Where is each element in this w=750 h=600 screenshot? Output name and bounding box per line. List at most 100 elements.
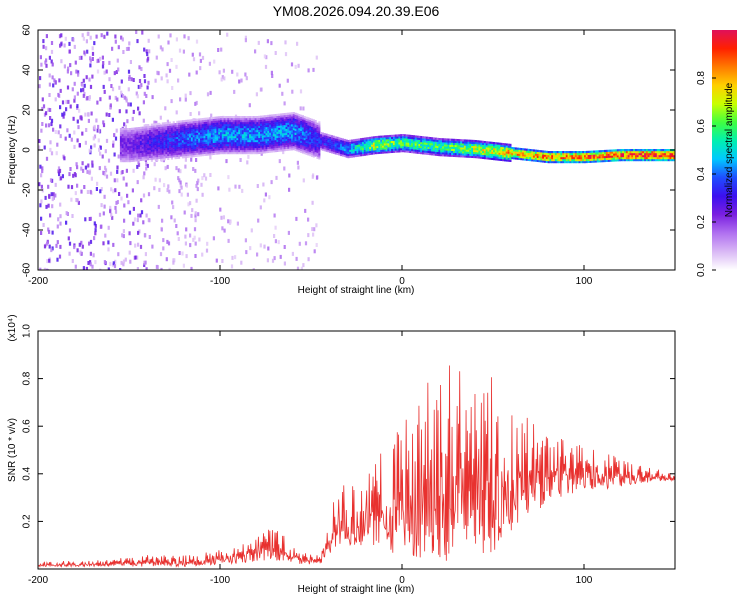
spectrogram-cell xyxy=(210,153,213,156)
spectrogram-cell xyxy=(132,127,135,130)
spectrogram-cell xyxy=(165,130,168,133)
spectrogram-cell xyxy=(261,119,264,122)
spectrogram-cell xyxy=(200,130,203,133)
spectrogram-cell xyxy=(294,148,297,151)
spectrogram-cell xyxy=(216,128,219,131)
spectrogram-cell xyxy=(258,139,261,142)
spectrogram-cell xyxy=(241,140,244,143)
spectrogram-cell xyxy=(240,150,243,153)
spectrogram-cell xyxy=(451,148,454,151)
spectrogram-cell xyxy=(573,153,576,156)
spectrogram-cell xyxy=(489,151,492,154)
spectrogram-cell xyxy=(309,154,312,157)
snr-series-line xyxy=(38,365,675,568)
spectrogram-cell xyxy=(287,142,290,145)
spectrogram-cell xyxy=(665,149,668,152)
spectrogram-cell xyxy=(311,144,314,147)
spectrogram-cell xyxy=(276,137,279,140)
spectrogram-cell xyxy=(598,150,601,153)
spectrogram-cell xyxy=(411,145,414,148)
spectrogram-cell xyxy=(104,172,107,177)
spectrogram-cell xyxy=(240,126,243,129)
spectrogram-cell xyxy=(627,151,630,154)
spectrogram-cell xyxy=(474,154,477,157)
spectrogram-cell xyxy=(447,144,450,147)
spectrogram-cell xyxy=(281,147,284,150)
spectrogram-cell xyxy=(201,138,204,141)
spectrogram-cell xyxy=(159,134,162,137)
spectrogram-cell xyxy=(554,157,557,160)
spectrogram-cell xyxy=(325,137,328,140)
spectrogram-cell xyxy=(220,144,223,147)
spectrogram-cell xyxy=(314,150,317,153)
spectrogram-cell xyxy=(338,151,341,154)
spectrogram-cell xyxy=(300,116,303,119)
spectrogram-cell xyxy=(181,126,184,129)
spectrogram-cell xyxy=(177,176,180,181)
spectrogram-cell xyxy=(212,138,215,141)
spectrogram-cell xyxy=(432,153,435,156)
spectrogram-cell xyxy=(244,72,247,77)
spectrogram-cell xyxy=(291,136,294,139)
spectrogram-cell xyxy=(139,140,142,143)
spectrogram-cell xyxy=(154,129,157,132)
spectrogram-cell xyxy=(198,148,201,151)
spectrogram-cell xyxy=(152,145,155,148)
spectrogram-cell xyxy=(465,141,468,144)
spectrogram-cell xyxy=(365,153,368,156)
spectrogram-cell xyxy=(123,152,126,155)
spectrogram-cell xyxy=(285,120,288,123)
spectrogram-cell xyxy=(225,134,228,137)
spectrogram-cell xyxy=(170,133,173,136)
spectrogram-cell xyxy=(471,145,474,148)
spectrogram-cell xyxy=(451,142,454,145)
spectrogram-cell xyxy=(644,153,647,156)
spectrogram-cell xyxy=(190,155,193,158)
spectrogram-cell xyxy=(513,157,516,160)
spectrogram-cell xyxy=(312,131,315,134)
spectrogram-cell xyxy=(662,153,665,156)
spectrogram-cell xyxy=(159,142,162,145)
spectrogram-cell xyxy=(638,151,641,154)
spectrogram-cell xyxy=(509,143,512,146)
spectrogram-cell xyxy=(39,267,42,270)
spectrogram-cell xyxy=(250,130,253,133)
spectrogram-cell xyxy=(414,137,417,140)
spectrogram-cell xyxy=(254,142,257,145)
spectrogram-cell xyxy=(154,149,157,152)
spectrogram-cell xyxy=(230,118,233,121)
spectrogram-cell xyxy=(263,127,266,130)
spectrogram-cell xyxy=(669,153,672,156)
spectrogram-cell xyxy=(234,126,237,129)
spectrogram-cell xyxy=(407,150,410,153)
spectrogram-cell xyxy=(259,87,262,92)
spectrogram-cell xyxy=(613,159,616,162)
spectrogram-cell xyxy=(432,137,435,140)
spectrogram-cell xyxy=(148,49,151,54)
spectrogram-cell xyxy=(93,125,96,130)
spectrogram-cell xyxy=(314,120,317,123)
spectrogram-cell xyxy=(412,139,415,142)
y-tick-label: 20 xyxy=(22,104,33,116)
spectrogram-cell xyxy=(498,154,501,157)
spectrogram-cell xyxy=(59,202,62,207)
spectrogram-cell xyxy=(252,142,255,145)
spectrogram-cell xyxy=(311,124,314,127)
spectrogram-cell xyxy=(443,140,446,143)
spectrogram-cell xyxy=(261,121,264,124)
spectrogram-cell xyxy=(247,150,250,153)
spectrogram-cell xyxy=(225,132,228,135)
spectrogram-cell xyxy=(99,145,102,150)
spectrogram-cell xyxy=(491,153,494,156)
spectrogram-cell xyxy=(108,95,111,100)
spectrogram-cell xyxy=(281,119,284,122)
spectrogram-cell xyxy=(159,132,162,135)
spectrogram-cell xyxy=(190,137,193,140)
spectrogram-cell xyxy=(277,240,280,245)
spectrogram-cell xyxy=(123,128,126,131)
spectrogram-cell xyxy=(212,128,215,131)
colorbar-ticks: 0.00.20.40.60.8 xyxy=(696,71,716,277)
spectrogram-cell xyxy=(365,143,368,146)
spectrogram-cell xyxy=(660,155,663,158)
spectrogram-cell xyxy=(67,184,70,189)
